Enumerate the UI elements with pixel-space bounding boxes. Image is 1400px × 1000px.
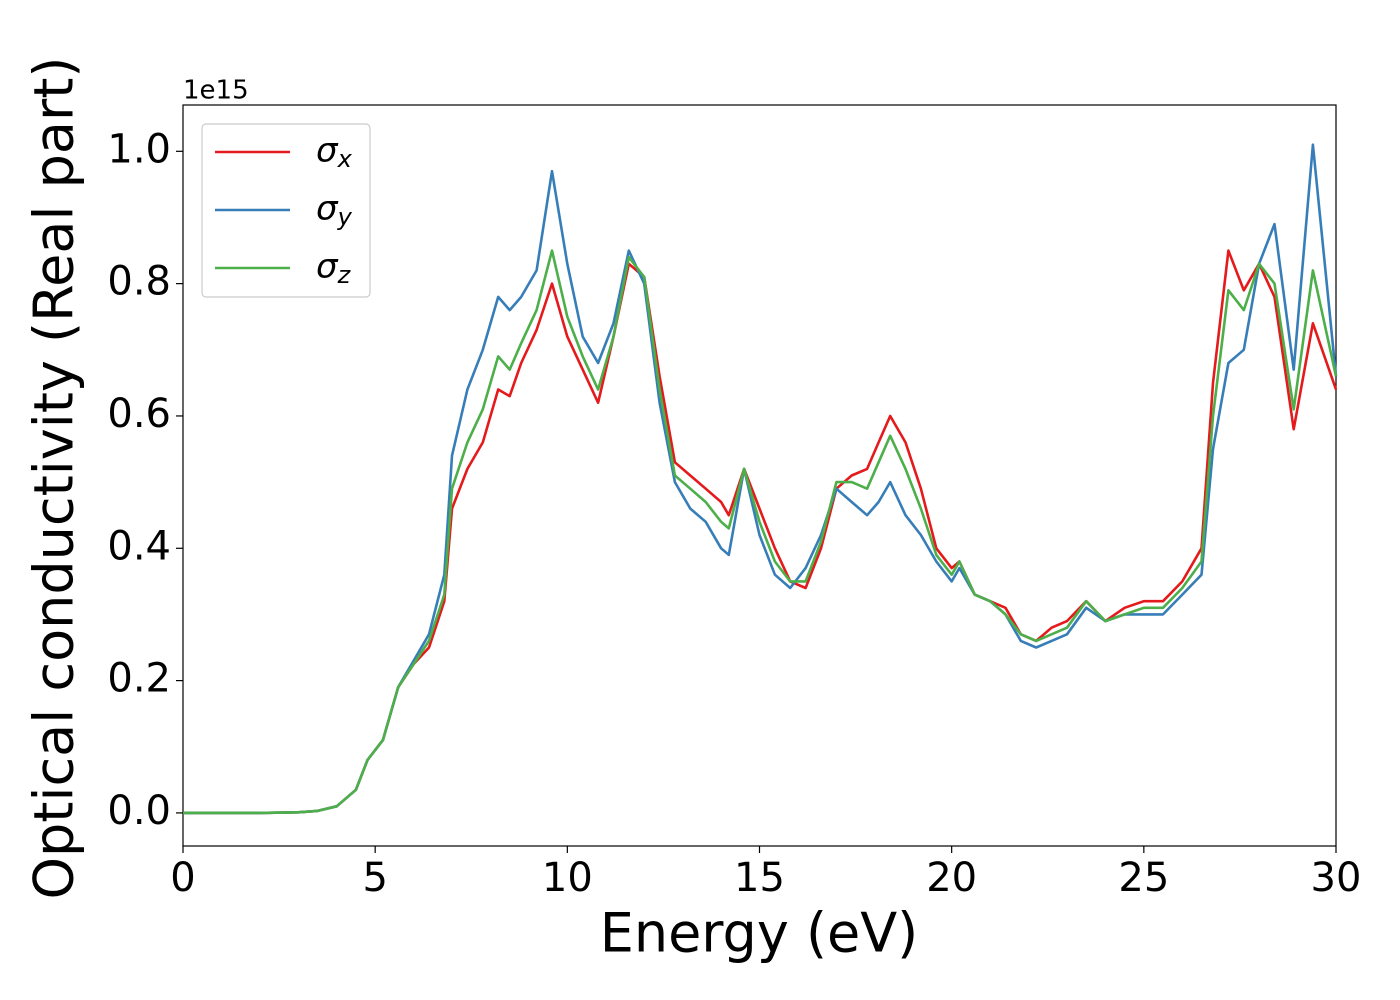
- y-tick-label: 0.4: [107, 523, 171, 569]
- series-line: [183, 249, 1338, 815]
- x-tick-label: 20: [926, 855, 977, 901]
- y-offset-label: 1e15: [183, 76, 249, 106]
- y-tick-label: 0.2: [107, 656, 171, 702]
- x-tick-label: 0: [170, 855, 195, 901]
- y-tick-label: 0.0: [107, 788, 171, 834]
- series-line: [183, 143, 1338, 815]
- x-axis-label: Energy (eV): [600, 902, 919, 965]
- x-tick-label: 5: [362, 855, 387, 901]
- x-tick-label: 10: [542, 855, 593, 901]
- series-line: [183, 249, 1338, 815]
- x-tick-label: 25: [1118, 855, 1169, 901]
- x-tick-label: 15: [734, 855, 785, 901]
- y-tick-label: 1.0: [107, 126, 171, 172]
- y-tick-label: 0.8: [107, 259, 171, 305]
- y-tick-label: 0.6: [107, 391, 171, 437]
- y-axis-label: Optical conductivity (Real part): [23, 57, 86, 900]
- x-tick-label: 30: [1311, 855, 1362, 901]
